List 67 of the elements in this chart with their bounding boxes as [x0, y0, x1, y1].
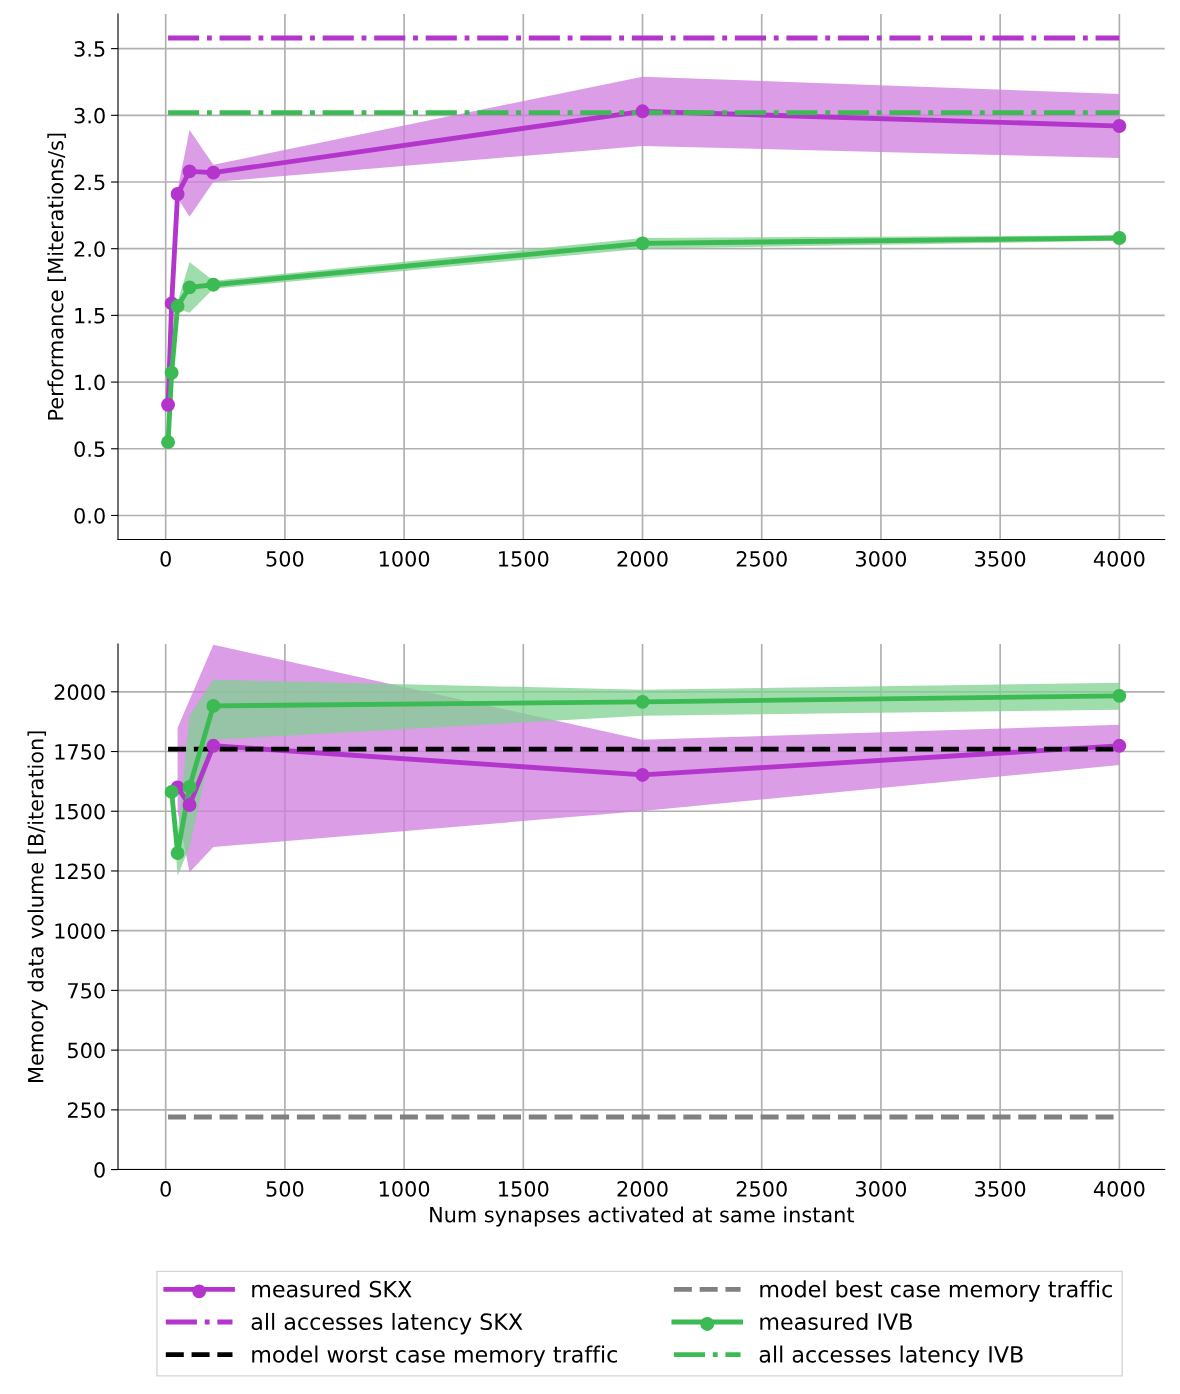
point: [161, 397, 176, 412]
x-tick-label: 0: [160, 550, 171, 567]
x-tick-label: 500: [266, 1181, 304, 1197]
legend-label: all accesses latency IVB: [759, 1345, 1023, 1368]
y-tick-label: 0.0: [74, 507, 105, 524]
x-tick-label: 3000: [856, 550, 907, 567]
point: [206, 277, 221, 292]
legend-label: model best case memory traffic: [760, 1280, 1112, 1302]
x-tick-label: 2500: [736, 550, 787, 567]
x-tick-label: 1000: [379, 550, 430, 567]
y-tick-label: 1750: [55, 743, 105, 760]
point: [170, 846, 185, 860]
y-tick-label: 2.5: [74, 174, 105, 191]
legend-label: measured IVB: [760, 1312, 912, 1331]
y-tick-label: 2.0: [74, 241, 105, 257]
point: [635, 236, 650, 251]
y-tick-label: 0.5: [74, 441, 105, 457]
x-tick-label: 3000: [856, 1181, 907, 1197]
point: [182, 798, 197, 812]
point: [1112, 231, 1127, 245]
point: [164, 365, 179, 380]
point: [206, 738, 221, 753]
x-tick-label: 2500: [736, 1181, 787, 1197]
x-tick-label: 500: [266, 550, 304, 567]
y-tick-label: 250: [67, 1102, 105, 1119]
y-tick-label: 1.5: [75, 308, 105, 324]
x-tick-label: 0: [160, 1181, 171, 1197]
y-tick-label: 3.5: [74, 41, 105, 57]
point: [635, 767, 650, 782]
x-tick-label: 4000: [1093, 550, 1145, 567]
y-tick-label: 0: [94, 1162, 105, 1178]
point: [1112, 119, 1127, 133]
y-tick-label: 1.0: [75, 374, 105, 391]
x-tick-label: 1500: [499, 1181, 549, 1197]
legend-label: all accesses latency SKX: [251, 1312, 523, 1335]
x-tick-label: 3500: [975, 1181, 1026, 1197]
x-axis-title: Num synapses activated at same instant: [430, 1206, 855, 1227]
y-tick-label: 1500: [55, 803, 105, 820]
y-tick-label: 1000: [55, 923, 105, 939]
y-axis-title: Memory data volume [B/iteration]: [27, 731, 48, 1082]
point: [182, 164, 197, 179]
y-tick-label: 3.0: [74, 107, 105, 124]
point: [170, 299, 185, 313]
point: [170, 187, 185, 201]
point: [182, 779, 197, 794]
x-tick-label: 2000: [617, 1181, 668, 1197]
y-tick-label: 2000: [54, 684, 105, 701]
point: [206, 165, 221, 180]
x-tick-label: 1500: [499, 550, 549, 567]
legend-label: model worst case memory traffic: [252, 1345, 617, 1368]
x-tick-label: 4000: [1093, 1181, 1145, 1197]
x-tick-label: 3500: [975, 550, 1026, 567]
legend-label: measured SKX: [252, 1280, 412, 1298]
y-tick-label: 750: [68, 982, 105, 999]
point: [635, 104, 650, 119]
y-tick-label: 1250: [55, 863, 105, 880]
point: [182, 280, 197, 295]
y-axis-title: Performance [Miterations/s]: [47, 133, 66, 420]
point: [161, 435, 176, 450]
y-tick-label: 500: [68, 1042, 105, 1059]
point: [1112, 738, 1127, 753]
point: [164, 784, 179, 799]
x-tick-label: 1000: [379, 1181, 430, 1197]
point: [635, 694, 650, 709]
x-tick-label: 2000: [617, 550, 668, 567]
point: [206, 698, 221, 713]
point: [1112, 688, 1127, 703]
